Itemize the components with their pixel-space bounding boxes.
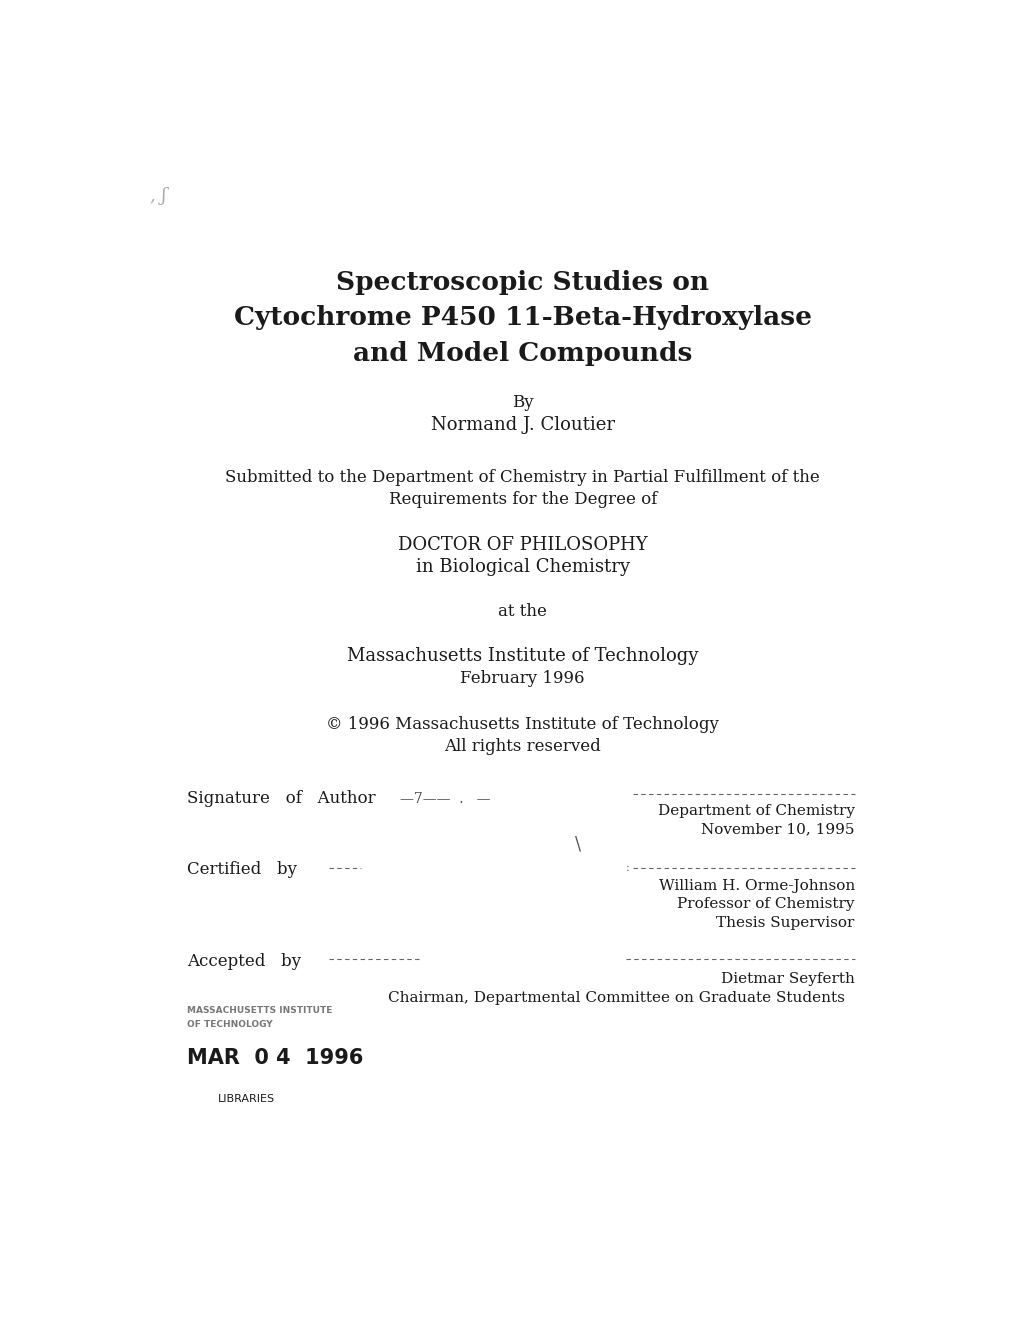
Text: MAR  0 4  1996: MAR 0 4 1996 — [186, 1048, 363, 1068]
Text: Thesis Supervisor: Thesis Supervisor — [715, 916, 854, 929]
Text: Normand J. Cloutier: Normand J. Cloutier — [430, 416, 614, 434]
Text: \: \ — [575, 836, 581, 854]
Text: Spectroscopic Studies on: Spectroscopic Studies on — [336, 269, 708, 294]
Text: © 1996 Massachusetts Institute of Technology: © 1996 Massachusetts Institute of Techno… — [326, 715, 718, 733]
Text: Certified   by: Certified by — [186, 862, 297, 878]
Text: , ʃ: , ʃ — [150, 187, 166, 205]
Text: Submitted to the Department of Chemistry in Partial Fulfillment of the: Submitted to the Department of Chemistry… — [225, 469, 819, 486]
Text: OF TECHNOLOGY: OF TECHNOLOGY — [186, 1020, 272, 1028]
Text: Massachusetts Institute of Technology: Massachusetts Institute of Technology — [346, 647, 698, 665]
Text: Requirements for the Degree of: Requirements for the Degree of — [388, 491, 656, 508]
Text: at the: at the — [498, 603, 546, 620]
Text: and Model Compounds: and Model Compounds — [353, 341, 692, 366]
Text: :: : — [625, 863, 629, 873]
Text: February 1996: February 1996 — [460, 671, 585, 688]
Text: All rights reserved: All rights reserved — [444, 738, 600, 755]
Text: Accepted   by: Accepted by — [186, 953, 301, 970]
Text: William H. Orme-Johnson: William H. Orme-Johnson — [658, 879, 854, 894]
Text: Department of Chemistry: Department of Chemistry — [657, 804, 854, 818]
Text: Chairman, Departmental Committee on Graduate Students: Chairman, Departmental Committee on Grad… — [388, 991, 845, 1005]
Text: Cytochrome P450 11-Beta-Hydroxylase: Cytochrome P450 11-Beta-Hydroxylase — [233, 305, 811, 330]
Text: By: By — [512, 393, 533, 411]
Text: Dietmar Seyferth: Dietmar Seyferth — [720, 972, 854, 986]
Text: Professor of Chemistry: Professor of Chemistry — [677, 898, 854, 911]
Text: DOCTOR OF PHILOSOPHY: DOCTOR OF PHILOSOPHY — [397, 536, 647, 553]
Text: LIBRARIES: LIBRARIES — [217, 1093, 274, 1104]
Text: —7——  .   —: —7—— . — — [399, 792, 490, 805]
Text: Signature   of   Author: Signature of Author — [186, 791, 375, 808]
Text: MASSACHUSETTS INSTITUTE: MASSACHUSETTS INSTITUTE — [186, 1006, 332, 1015]
Text: in Biological Chemistry: in Biological Chemistry — [416, 558, 629, 576]
Text: November 10, 1995: November 10, 1995 — [701, 822, 854, 837]
